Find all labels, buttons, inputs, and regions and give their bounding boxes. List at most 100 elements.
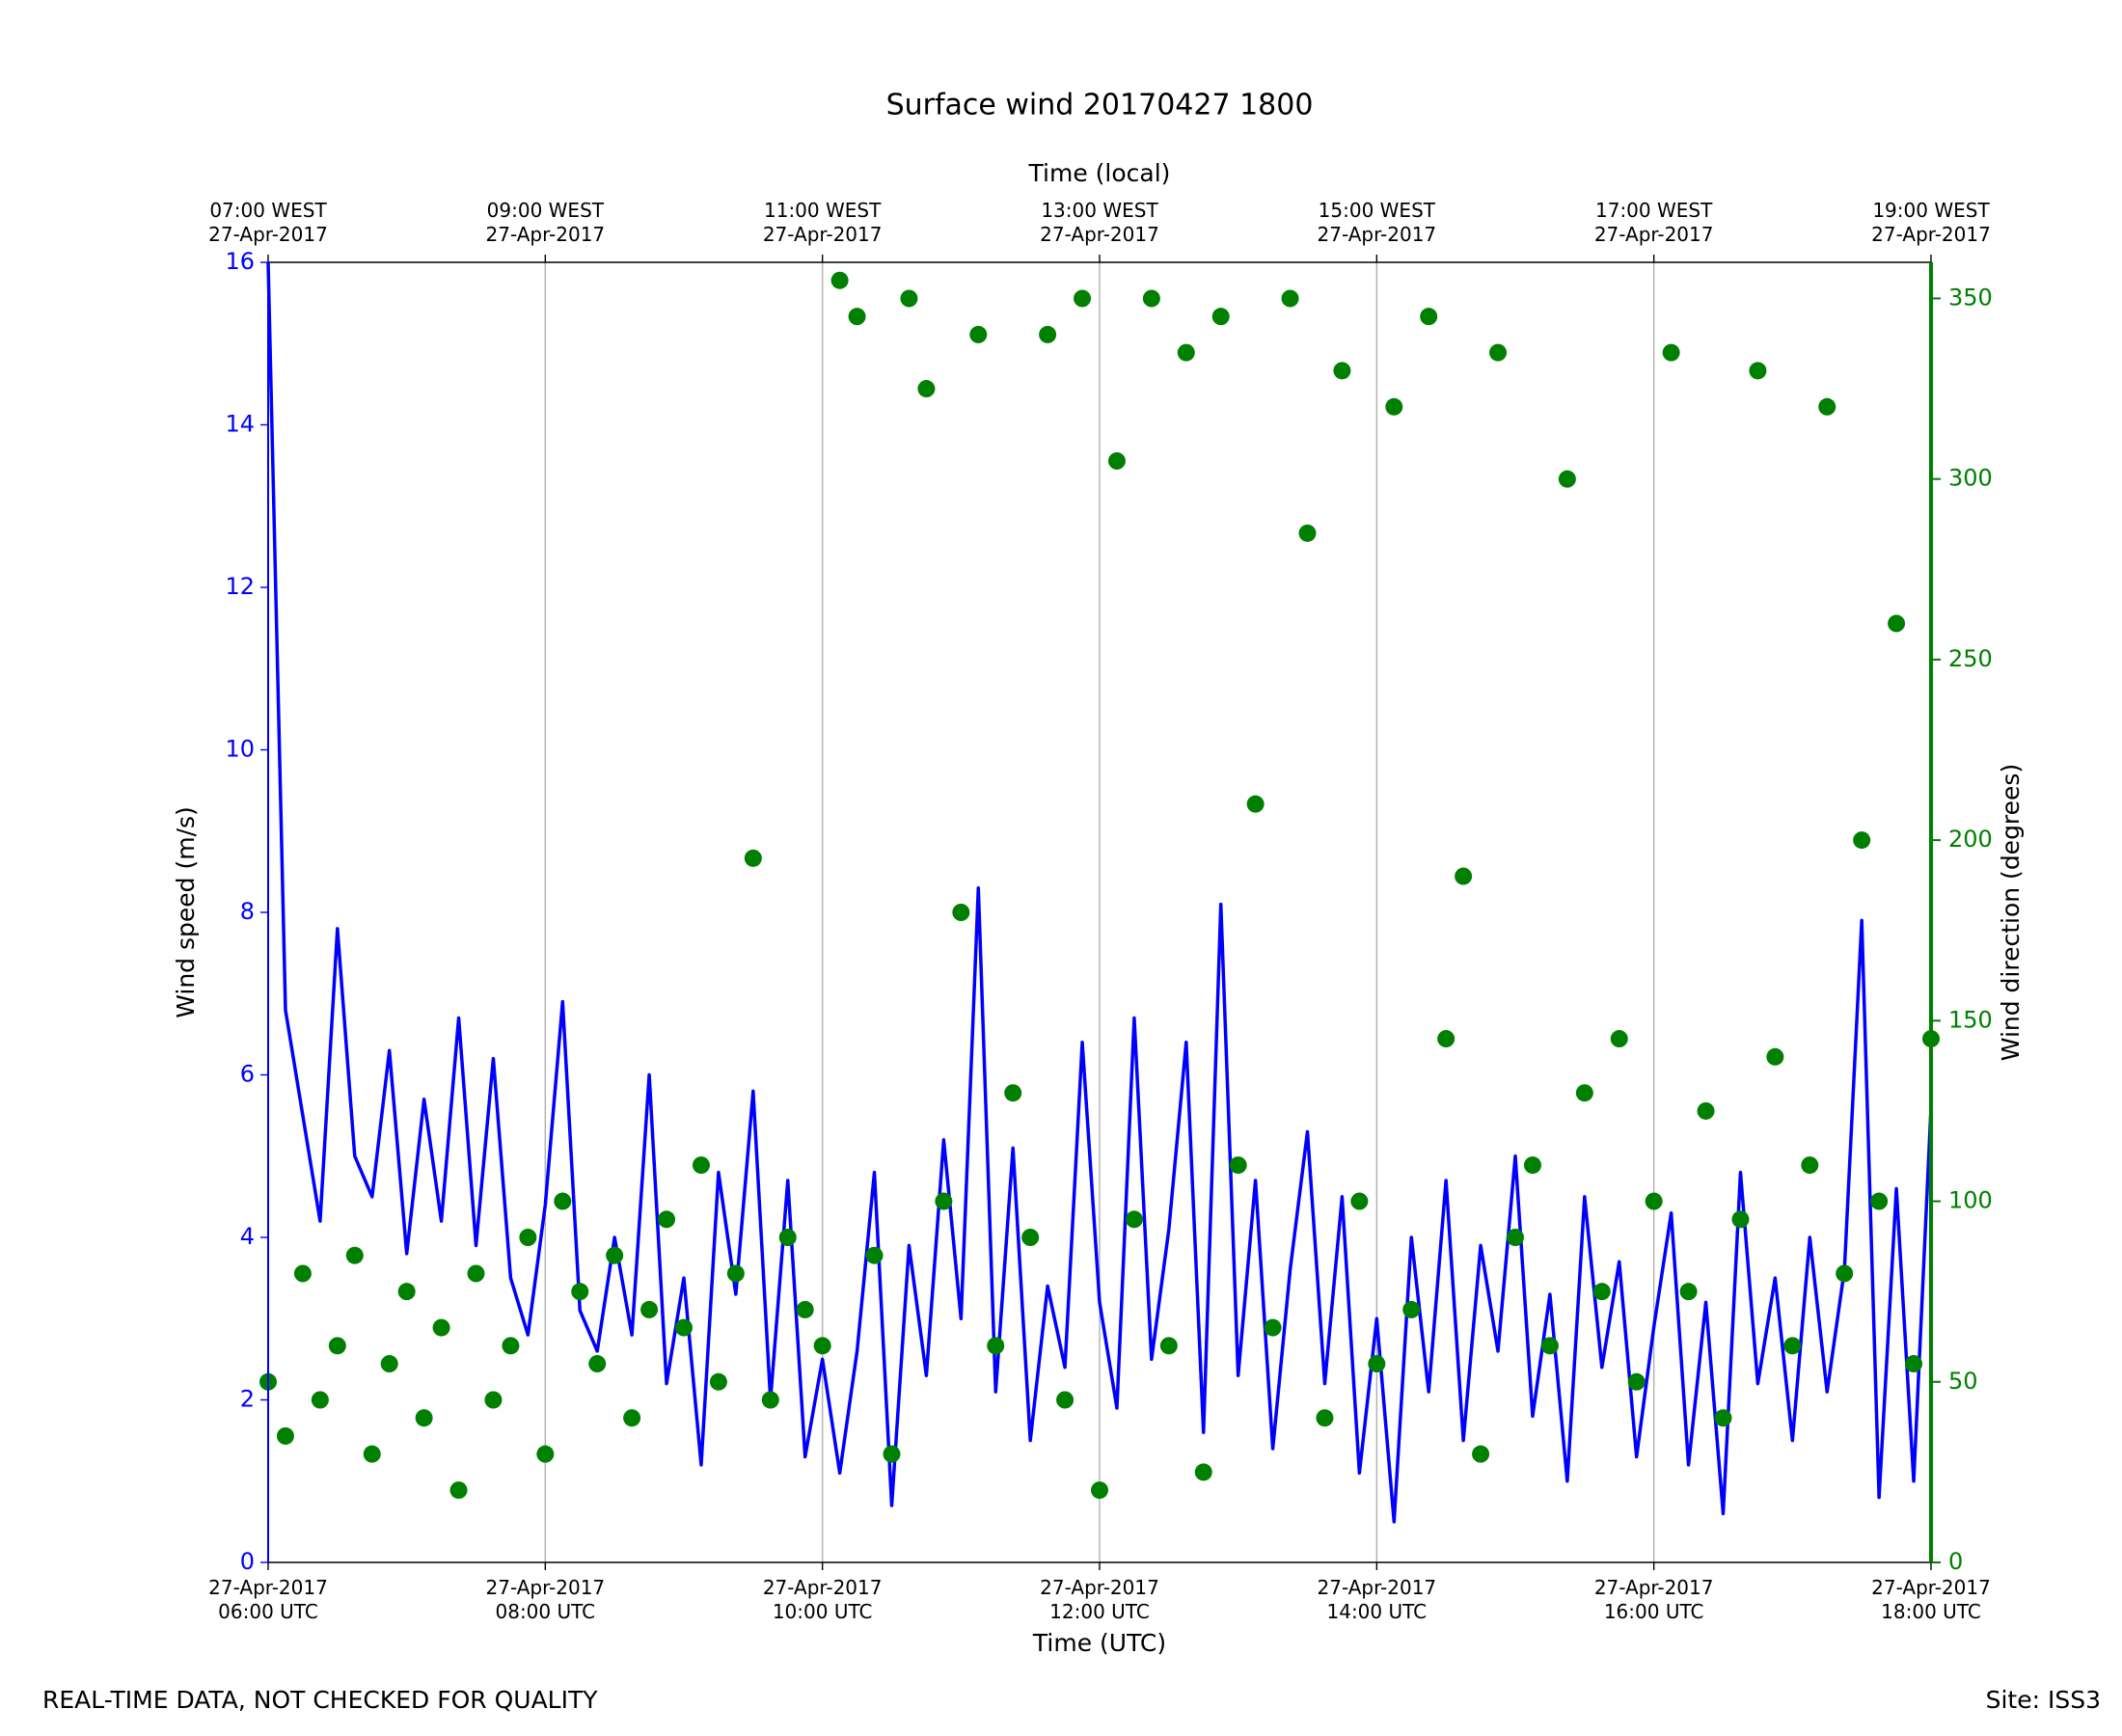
wind-direction-point bbox=[848, 308, 866, 326]
wind-direction-point bbox=[1437, 1030, 1455, 1048]
wind-direction-point bbox=[1523, 1156, 1541, 1175]
wind-direction-point bbox=[1610, 1030, 1628, 1048]
wind-direction-point bbox=[640, 1300, 659, 1318]
wind-direction-point bbox=[415, 1409, 433, 1427]
x-axis-label: Time (UTC) bbox=[1032, 1629, 1166, 1657]
x2-tick-label: 11:00 WEST 27-Apr-2017 bbox=[762, 199, 883, 246]
wind-direction-point bbox=[935, 1192, 953, 1210]
wind-direction-point bbox=[1333, 362, 1351, 380]
y-tick-label: 6 bbox=[240, 1061, 255, 1088]
x2-tick-label: 09:00 WEST 27-Apr-2017 bbox=[485, 199, 606, 246]
wind-direction-point bbox=[1679, 1283, 1698, 1301]
wind-direction-point bbox=[502, 1337, 520, 1355]
wind-direction-point bbox=[1575, 1084, 1593, 1102]
wind-direction-point bbox=[1853, 831, 1871, 850]
x-tick-label: 27-Apr-2017 08:00 UTC bbox=[485, 1576, 606, 1623]
wind-direction-point bbox=[1783, 1337, 1802, 1355]
wind-direction-point bbox=[744, 849, 762, 867]
wind-direction-point bbox=[380, 1355, 398, 1373]
wind-direction-point bbox=[1107, 451, 1126, 470]
wind-direction-point bbox=[813, 1337, 831, 1355]
x-tick-label: 27-Apr-2017 10:00 UTC bbox=[762, 1576, 883, 1623]
x-tick-label: 27-Apr-2017 12:00 UTC bbox=[1040, 1576, 1159, 1623]
wind-direction-point bbox=[554, 1192, 572, 1210]
wind-direction-point bbox=[276, 1426, 294, 1445]
wind-direction-point bbox=[796, 1300, 814, 1318]
wind-direction-point bbox=[536, 1445, 555, 1463]
x2-tick-label: 19:00 WEST 27-Apr-2017 bbox=[1871, 199, 1991, 246]
wind-direction-point bbox=[1489, 343, 1508, 362]
y2-tick-label: 50 bbox=[1948, 1368, 1978, 1395]
wind-direction-point bbox=[311, 1391, 329, 1409]
wind-direction-point bbox=[467, 1264, 485, 1283]
x2-axis-label: Time (local) bbox=[1028, 159, 1171, 187]
wind-direction-point bbox=[571, 1283, 589, 1301]
wind-direction-point bbox=[1749, 362, 1767, 380]
wind-direction-point bbox=[1264, 1318, 1282, 1337]
wind-direction-point bbox=[1074, 289, 1092, 308]
wind-direction-point bbox=[1455, 867, 1473, 885]
wind-direction-point bbox=[865, 1246, 884, 1264]
wind-direction-point bbox=[1888, 614, 1906, 633]
x2-tick-label: 17:00 WEST 27-Apr-2017 bbox=[1593, 199, 1714, 246]
wind-direction-point bbox=[1818, 397, 1836, 416]
y2-axis-label: Wind direction (degrees) bbox=[1997, 764, 2025, 1061]
wind-direction-point bbox=[952, 904, 970, 921]
wind-direction-point bbox=[1592, 1283, 1611, 1301]
wind-direction-point bbox=[1004, 1084, 1022, 1102]
wind-direction-point bbox=[1211, 308, 1230, 326]
wind-direction-point bbox=[1472, 1445, 1490, 1463]
wind-direction-point bbox=[778, 1229, 797, 1246]
wind-direction-point bbox=[623, 1409, 641, 1427]
y-tick-label: 8 bbox=[240, 898, 255, 925]
wind-direction-point bbox=[1021, 1229, 1040, 1246]
y2-tick-label: 150 bbox=[1948, 1006, 1993, 1033]
wind-direction-point bbox=[1368, 1355, 1386, 1373]
y2-tick-label: 100 bbox=[1948, 1187, 1993, 1214]
wind-direction-point bbox=[883, 1445, 901, 1463]
wind-direction-point bbox=[726, 1264, 745, 1283]
wind-direction-point bbox=[1905, 1355, 1923, 1373]
wind-direction-point bbox=[1039, 325, 1057, 343]
wind-direction-point bbox=[1350, 1192, 1369, 1210]
wind-direction-point bbox=[1125, 1210, 1143, 1229]
y-tick-label: 2 bbox=[240, 1386, 255, 1413]
wind-direction-point bbox=[1142, 289, 1160, 308]
wind-direction-point bbox=[1091, 1481, 1108, 1500]
wind-direction-point bbox=[900, 289, 918, 308]
y-tick-label: 14 bbox=[225, 411, 255, 438]
y-axis-label: Wind speed (m/s) bbox=[172, 806, 200, 1018]
wind-direction-point bbox=[969, 325, 988, 343]
wind-direction-point bbox=[449, 1481, 468, 1500]
wind-direction-point bbox=[1402, 1300, 1421, 1318]
x-tick-label: 27-Apr-2017 14:00 UTC bbox=[1317, 1576, 1437, 1623]
wind-direction-point bbox=[1385, 397, 1403, 416]
wind-direction-point bbox=[1316, 1409, 1334, 1427]
wind-direction-point bbox=[1507, 1229, 1524, 1246]
x-tick-label: 27-Apr-2017 18:00 UTC bbox=[1871, 1576, 1991, 1623]
wind-direction-point bbox=[363, 1445, 381, 1463]
y-tick-label: 10 bbox=[225, 736, 255, 763]
wind-direction-point bbox=[1540, 1337, 1559, 1355]
wind-direction-point bbox=[1229, 1156, 1247, 1175]
wind-direction-point bbox=[519, 1229, 537, 1246]
wind-direction-point bbox=[1194, 1463, 1212, 1481]
x-tick-label: 27-Apr-2017 06:00 UTC bbox=[208, 1576, 328, 1623]
wind-direction-point bbox=[588, 1355, 607, 1373]
wind-direction-point bbox=[1159, 1337, 1178, 1355]
x2-tick-label: 15:00 WEST 27-Apr-2017 bbox=[1317, 199, 1437, 246]
wind-direction-point bbox=[1177, 343, 1195, 362]
wind-direction-point bbox=[606, 1246, 624, 1264]
y2-tick-label: 0 bbox=[1948, 1548, 1963, 1575]
wind-direction-point bbox=[1645, 1192, 1663, 1210]
wind-direction-point bbox=[917, 380, 936, 398]
wind-direction-point bbox=[1870, 1192, 1889, 1210]
wind-direction-point bbox=[1281, 289, 1299, 308]
wind-direction-point bbox=[1801, 1156, 1819, 1175]
y2-tick-label: 300 bbox=[1948, 465, 1993, 492]
wind-direction-point bbox=[1766, 1047, 1784, 1066]
wind-direction-point bbox=[987, 1337, 1005, 1355]
y-tick-label: 16 bbox=[225, 248, 255, 275]
